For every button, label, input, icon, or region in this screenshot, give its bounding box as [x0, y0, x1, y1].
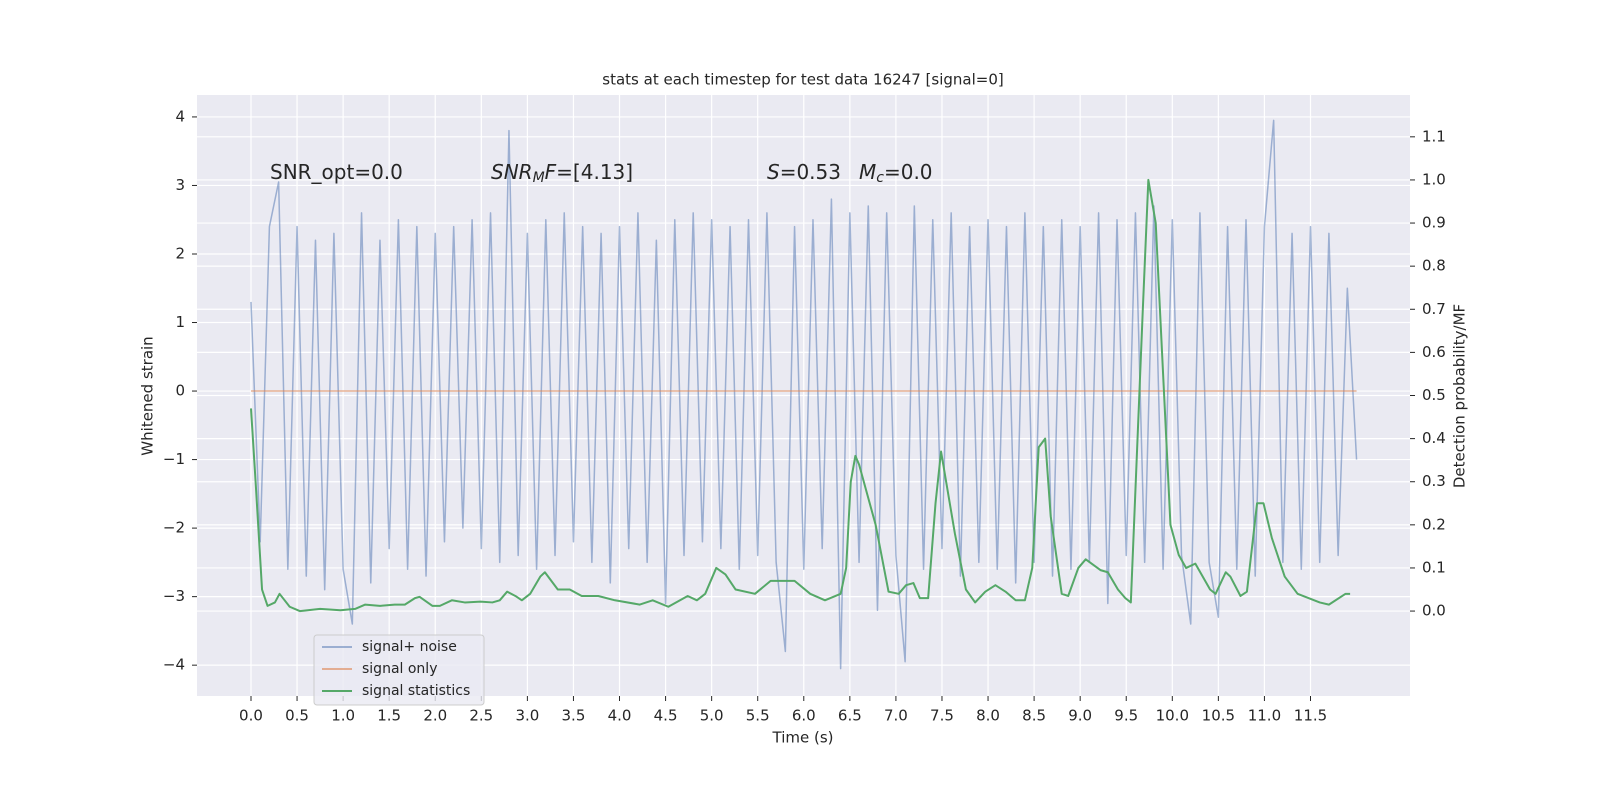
y2-tick-label: 0.5 [1422, 386, 1446, 404]
x-tick-label: 11.5 [1294, 707, 1327, 725]
y2-tick-label: 0.6 [1422, 343, 1446, 361]
y-tick-label: 0 [175, 382, 185, 400]
annotation-run: =0.53 [780, 160, 841, 184]
chart-title: stats at each timestep for test data 162… [602, 71, 1003, 89]
annotation: SNR_opt=0.0 [270, 160, 403, 184]
series-line [250, 119, 1358, 670]
annotation-run: =[4.13] [556, 160, 633, 184]
x-tick-label: 8.5 [1022, 707, 1046, 725]
y2-tick-label: 0.3 [1422, 472, 1446, 490]
y2-tick-label: 0.0 [1422, 602, 1446, 620]
x-tick-label: 7.0 [884, 707, 908, 725]
x-axis-label: Time (s) [772, 729, 834, 747]
x-tick-label: 2.0 [423, 707, 447, 725]
x-tick-label: 7.5 [930, 707, 954, 725]
x-tick-label: 9.5 [1114, 707, 1138, 725]
annotation-run: SNR_opt=0.0 [270, 160, 403, 184]
annotation-run: =0.0 [884, 160, 933, 184]
y-axis-label: Whitened strain [139, 336, 157, 455]
y-tick-label: −4 [163, 656, 185, 674]
y2-tick-label: 0.8 [1422, 257, 1446, 275]
annotation-run: M [533, 170, 545, 186]
annotation-run: SNR [491, 160, 533, 184]
x-tick-label: 10.0 [1156, 707, 1189, 725]
x-tick-label: 1.0 [331, 707, 355, 725]
y-tick-label: 1 [175, 313, 185, 331]
annotation-run: c [876, 170, 884, 186]
y-tick-label: 3 [175, 176, 185, 194]
series-line [249, 178, 1351, 613]
x-tick-label: 2.5 [469, 707, 493, 725]
y2-tick-label: 0.4 [1422, 429, 1446, 447]
annotation: SNRMF=[4.13] [491, 160, 633, 187]
x-tick-label: 9.0 [1068, 707, 1092, 725]
x-tick-label: 1.5 [377, 707, 401, 725]
y2-tick-label: 0.9 [1422, 214, 1446, 232]
legend-label: signal statistics [362, 683, 470, 699]
y-tick-label: 2 [175, 244, 185, 262]
y2-tick-label: 0.7 [1422, 300, 1446, 318]
x-tick-label: 0.5 [285, 707, 309, 725]
x-tick-label: 5.5 [746, 707, 770, 725]
x-tick-label: 10.5 [1202, 707, 1235, 725]
x-tick-label: 4.0 [608, 707, 632, 725]
annotation: S=0.53 [767, 160, 841, 184]
y2-axis-label: Detection probability/MF [1451, 304, 1469, 488]
x-tick-label: 0.0 [239, 707, 263, 725]
legend-label: signal+ noise [362, 639, 457, 655]
legend-box [313, 634, 485, 706]
legend-label: signal only [362, 661, 437, 677]
y-tick-label: −1 [163, 450, 185, 468]
x-tick-label: 6.0 [792, 707, 816, 725]
annotation-run: M [859, 160, 876, 184]
x-tick-label: 8.0 [976, 707, 1000, 725]
y-tick-label: −3 [163, 587, 185, 605]
y2-tick-label: 0.1 [1422, 558, 1446, 576]
y-tick-label: −2 [163, 519, 185, 537]
y-tick-label: 4 [175, 107, 185, 125]
x-tick-label: 11.0 [1248, 707, 1281, 725]
x-tick-label: 6.5 [838, 707, 862, 725]
x-tick-label: 4.5 [654, 707, 678, 725]
annotation-run: S [767, 160, 780, 184]
x-tick-label: 5.0 [700, 707, 724, 725]
y2-tick-label: 0.2 [1422, 515, 1446, 533]
x-tick-label: 3.0 [515, 707, 539, 725]
annotation-run: F [545, 160, 557, 184]
y2-tick-label: 1.0 [1422, 170, 1446, 188]
y2-tick-label: 1.1 [1422, 127, 1446, 145]
annotation: Mc=0.0 [859, 160, 933, 187]
x-tick-label: 3.5 [562, 707, 586, 725]
